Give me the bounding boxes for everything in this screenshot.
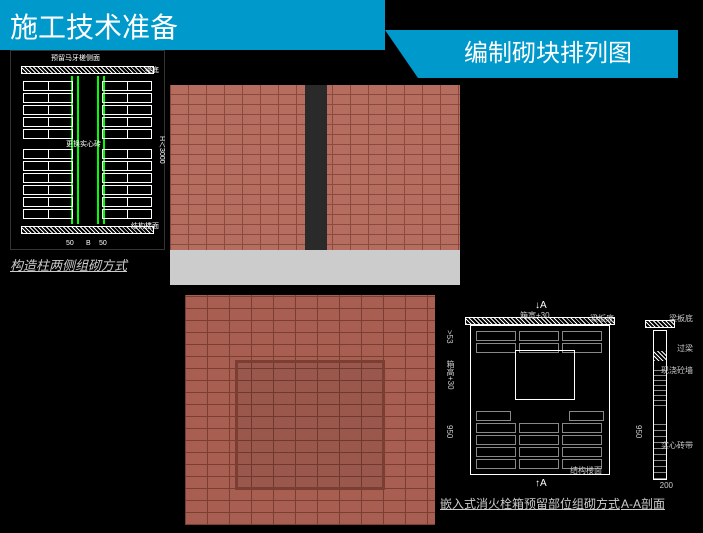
brick-row: [102, 185, 152, 195]
brick-row: [102, 117, 152, 127]
brick: [476, 411, 511, 421]
brick: [476, 343, 516, 353]
reserved-opening: [235, 360, 385, 490]
brick: [562, 447, 602, 457]
brick-row: [102, 209, 152, 219]
mid-label: 更换实心砖: [66, 139, 101, 149]
struct-label: 结构楼面: [570, 465, 602, 476]
brick: [562, 435, 602, 445]
diagram2-caption2: A-A剖面: [621, 495, 665, 512]
callout-pointer: [385, 30, 418, 78]
section-marker-bottom: ↑A: [535, 478, 547, 489]
brick-row: [23, 117, 73, 127]
dim-v1: 950: [445, 425, 454, 438]
brick-row: [23, 173, 73, 183]
beam-label: 梁底: [145, 65, 159, 75]
brick: [519, 459, 559, 469]
box-opening: [515, 350, 575, 400]
floor-label: 结构楼面: [131, 221, 159, 231]
brick-row: [23, 129, 73, 139]
brick-row: [23, 149, 73, 159]
brick-row: [23, 209, 73, 219]
brick: [569, 411, 604, 421]
brick-row: [102, 149, 152, 159]
photo-hydrant-box-opening: [185, 295, 435, 525]
brick-row: [102, 197, 152, 207]
section-aa: [645, 320, 675, 480]
brick-row: [102, 105, 152, 115]
page-title: 施工技术准备: [0, 0, 385, 50]
brick-row: [102, 81, 152, 91]
brick-row: [23, 197, 73, 207]
brick: [519, 435, 559, 445]
brick: [519, 423, 559, 433]
green-rebar-line: [77, 76, 79, 224]
side-brick-label: 实心砖带: [661, 440, 693, 451]
height-label: H＜3000: [156, 136, 166, 164]
brick: [562, 423, 602, 433]
concrete-floor: [170, 250, 460, 285]
side-beam-label: 梁板底: [669, 313, 693, 324]
brick: [476, 435, 516, 445]
brick: [519, 331, 559, 341]
brick: [476, 459, 516, 469]
diagram2-caption1: 嵌入式消火栓箱预留部位组砌方式: [440, 495, 620, 512]
brick-row: [102, 93, 152, 103]
brick: [562, 331, 602, 341]
brick: [519, 447, 559, 457]
dim-v3: >53: [445, 330, 454, 344]
brick-row: [102, 161, 152, 171]
dim-right: 50: [99, 240, 107, 247]
diagram1-caption: 构造柱两侧组砌方式: [10, 255, 127, 274]
brick: [476, 331, 516, 341]
brick: [476, 447, 516, 457]
green-rebar-line: [97, 76, 99, 224]
beam-label: 梁板底: [590, 313, 614, 324]
side-dim-h: 200: [660, 481, 673, 490]
callout-label: 编制砌块排列图: [418, 30, 678, 78]
dim-mid: B: [86, 240, 91, 247]
lintel-hatch: [654, 351, 666, 361]
wall-outline: [470, 325, 610, 475]
brick-row: [23, 81, 73, 91]
dim-left: 50: [66, 240, 74, 247]
brick-row: [23, 185, 73, 195]
brick: [476, 423, 516, 433]
expansion-joint: [305, 85, 327, 250]
brick-row: [23, 161, 73, 171]
brick-row: [23, 105, 73, 115]
box-width-label: 箱宽+30: [520, 310, 550, 321]
diagram-hydrant-box: ↓A 箱宽+30 梁板底 950 箱高+30: [440, 295, 695, 490]
brick-row: [102, 173, 152, 183]
brick-row: [102, 129, 152, 139]
photo-brick-column-joint: [170, 85, 460, 285]
tooth-label: 预留马牙槎侧面: [51, 53, 100, 63]
brick-row: [23, 93, 73, 103]
beam-top-hatch: [21, 66, 154, 74]
dim-v2: 箱高+30: [445, 360, 456, 390]
side-dim-v1: 950: [634, 425, 643, 438]
side-lintel-label: 过梁: [677, 343, 693, 354]
side-wall-label: 现浇砼墙: [661, 365, 693, 376]
diagram-column-masonry: 预留马牙槎侧面 梁底 更换实心砖 结构楼面 H＜3000 50 B 50: [10, 50, 165, 250]
section-column: [653, 330, 667, 480]
